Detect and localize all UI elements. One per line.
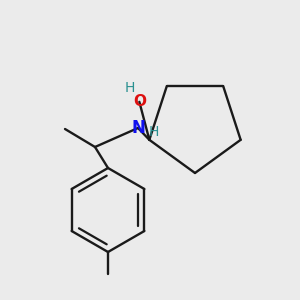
Text: O: O	[133, 94, 146, 109]
Text: H: H	[124, 81, 134, 95]
Text: H: H	[149, 125, 159, 139]
Text: N: N	[131, 119, 145, 137]
